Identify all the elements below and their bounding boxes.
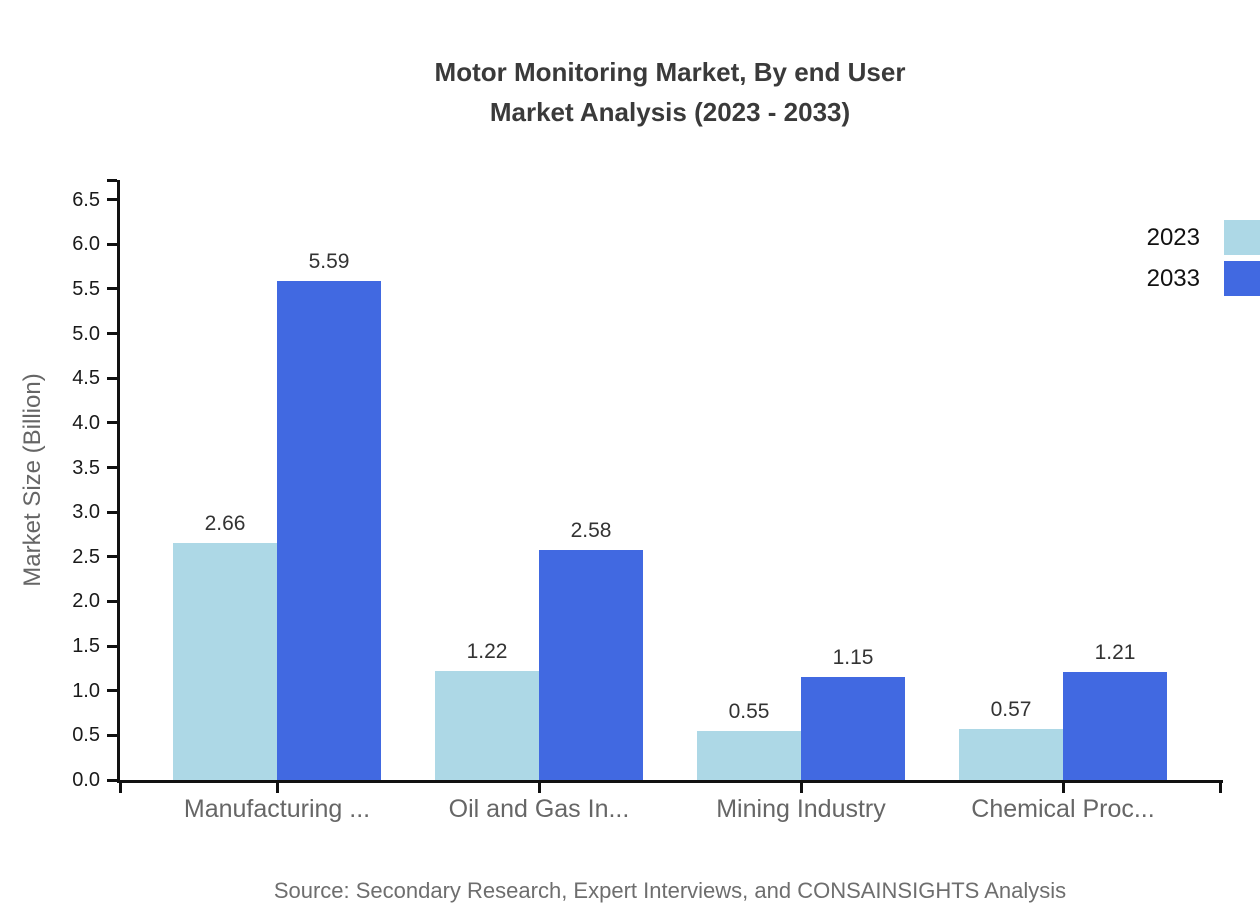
y-tick-label: 4.0 <box>72 411 100 434</box>
y-axis-end-tick <box>107 178 117 182</box>
value-label-2023-0: 2.66 <box>204 511 246 535</box>
y-axis-tick <box>107 689 117 693</box>
chart-title-line1: Motor Monitoring Market, By end User <box>434 57 906 87</box>
bar-2023-1 <box>435 671 539 780</box>
y-axis-tick <box>107 242 117 246</box>
y-tick-label: 6.5 <box>72 188 100 211</box>
y-tick-label: 2.5 <box>72 545 100 568</box>
y-tick-label: 6.0 <box>72 233 100 256</box>
source-note: Source: Secondary Research, Expert Inter… <box>273 878 1067 903</box>
y-axis-tick <box>107 466 117 469</box>
value-label-2023-1: 1.22 <box>466 640 508 664</box>
value-label-2033-1: 2.58 <box>570 518 612 542</box>
y-axis-tick <box>107 332 117 336</box>
chart-title-line2: Market Analysis (2023 - 2033) <box>489 97 851 127</box>
chart-title: Motor Monitoring Market, By end User Mar… <box>120 52 1220 132</box>
y-axis-tick <box>107 510 117 514</box>
y-tick-label: 0.5 <box>72 724 100 747</box>
x-axis-tick <box>1061 783 1065 793</box>
y-axis-tick <box>107 599 117 603</box>
y-axis-tick <box>107 198 117 202</box>
x-category-label-0: Manufacturing ... <box>183 795 371 823</box>
y-axis-line <box>117 180 120 783</box>
y-axis-tick <box>107 287 117 291</box>
x-category-label-3: Chemical Proc... <box>971 795 1155 823</box>
y-tick-label: 3.5 <box>72 456 100 479</box>
bar-2033-1 <box>539 549 643 780</box>
x-axis-line <box>117 780 1223 783</box>
legend-label-2023: 2023 <box>1146 224 1200 251</box>
y-axis-tick <box>107 778 117 782</box>
y-tick-label: 3.0 <box>72 501 100 524</box>
y-axis-tick <box>107 376 117 380</box>
x-category-label-2: Mining Industry <box>716 795 886 823</box>
value-label-2033-2: 1.15 <box>832 646 874 670</box>
y-tick-label: 1.5 <box>72 635 100 658</box>
value-label-2023-3: 0.57 <box>990 698 1032 722</box>
y-tick-label: 5.0 <box>72 322 100 345</box>
legend-swatch-2023 <box>1224 220 1260 255</box>
x-axis-tick <box>275 783 279 793</box>
bar-2023-3 <box>959 729 1063 780</box>
y-tick-label: 5.5 <box>72 277 100 300</box>
bar-2023-0 <box>173 542 277 780</box>
value-label-2033-0: 5.59 <box>308 249 350 273</box>
y-axis-tick <box>107 555 117 559</box>
plot-area: 2.66 1.22 0.55 0.57 5.59 2.58 1.15 1.21 <box>120 180 1220 780</box>
bar-2033-0 <box>277 280 381 780</box>
x-category-label-1: Oil and Gas In... <box>448 795 630 823</box>
x-axis-tick <box>1218 783 1222 793</box>
bar-2023-2 <box>697 730 801 780</box>
y-tick-label: 0.0 <box>72 769 100 791</box>
bar-2033-2 <box>801 677 905 780</box>
legend-label-2033: 2033 <box>1146 265 1200 292</box>
bar-2033-3 <box>1063 671 1167 780</box>
value-label-2023-2: 0.55 <box>728 699 770 723</box>
x-axis-tick <box>118 783 122 793</box>
value-label-2033-3: 1.21 <box>1094 640 1136 664</box>
x-axis-tick <box>537 783 541 793</box>
y-axis-tick <box>107 733 117 737</box>
y-tick-label: 1.0 <box>72 679 100 702</box>
y-axis-tick <box>107 644 117 648</box>
x-axis-tick <box>799 783 803 793</box>
y-tick-label: 2.0 <box>72 590 100 613</box>
legend-swatch-2033 <box>1224 261 1260 296</box>
y-axis-tick <box>107 421 117 425</box>
y-tick-label: 4.5 <box>72 367 100 390</box>
